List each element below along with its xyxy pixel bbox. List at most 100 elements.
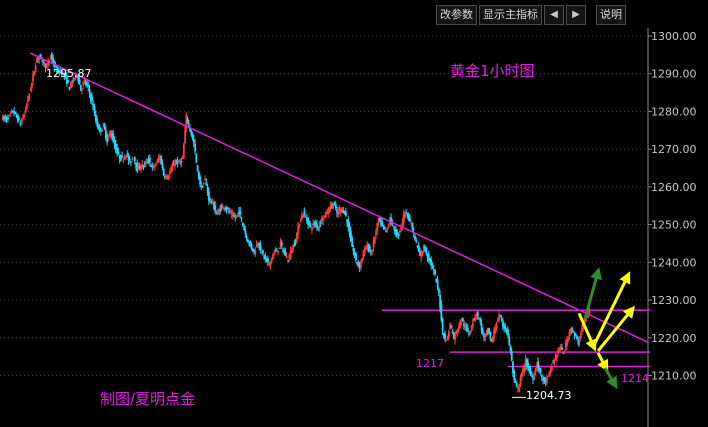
candle-body: [164, 176, 166, 178]
candle-body: [558, 348, 561, 350]
arrow-left-icon[interactable]: ◀: [544, 5, 564, 25]
help-button[interactable]: 说明: [596, 5, 626, 25]
candle-body: [557, 349, 560, 353]
candle-body: [8, 115, 11, 117]
candle-body: [475, 314, 478, 318]
candle-body: [195, 153, 198, 163]
candle-body: [7, 117, 9, 120]
candle-body: [233, 215, 235, 217]
arrow-right-icon[interactable]: ▶: [566, 5, 586, 25]
candle-body: [63, 73, 66, 77]
candle-body: [29, 89, 32, 91]
candle-body: [275, 249, 278, 252]
candle-body: [226, 207, 229, 209]
candle-body: [451, 331, 454, 334]
candle-body: [562, 352, 565, 354]
candle-body: [512, 361, 514, 374]
candle-body: [72, 79, 75, 81]
projection-arrows: [577, 267, 636, 390]
candle-body: [296, 233, 298, 242]
candle-body: [525, 359, 528, 367]
candle-body: [318, 224, 321, 229]
candle-body: [500, 318, 503, 320]
candle-body: [204, 178, 207, 181]
candle-body: [380, 220, 382, 226]
candle-body: [449, 323, 452, 329]
candle-body: [125, 155, 127, 158]
candle-body: [181, 158, 184, 160]
candle-body: [322, 218, 325, 221]
candle-body: [117, 151, 120, 155]
candle-body: [92, 103, 95, 110]
candle-body: [174, 162, 176, 167]
candle-body: [473, 318, 475, 320]
candle-body: [71, 81, 73, 87]
candle-body: [577, 340, 580, 345]
candle-body: [559, 346, 562, 350]
candle-body: [445, 340, 448, 342]
candle-body: [230, 212, 233, 215]
show-main-indicator-button[interactable]: 显示主指标: [479, 5, 542, 25]
candle-body: [67, 80, 70, 83]
candle-body: [303, 210, 306, 214]
candle-body: [401, 222, 404, 226]
candle-body: [179, 161, 181, 163]
candle-body: [493, 330, 496, 338]
y-tick-label: 1290.00: [651, 68, 697, 81]
candle-body: [166, 175, 169, 179]
candle-body: [209, 198, 212, 200]
candle-body: [463, 323, 465, 327]
candle-body: [460, 320, 463, 324]
candle-body: [439, 294, 442, 308]
candle-body: [564, 342, 567, 348]
candle-body: [529, 370, 532, 374]
downtrend-line: [29, 52, 649, 343]
candle-body: [190, 130, 193, 136]
candle-body: [316, 224, 318, 228]
y-axis: 1300.00 1290.00 1280.00 1270.00 1260.00 1250.…: [647, 28, 697, 427]
candle-body: [514, 380, 517, 383]
candle-body: [489, 331, 492, 340]
candle-body: [88, 89, 91, 94]
candle-body: [527, 362, 529, 369]
candle-body: [323, 214, 326, 217]
candle-body: [200, 185, 203, 187]
candle-body: [14, 111, 17, 114]
candle-body: [420, 251, 423, 258]
candle-body: [106, 134, 109, 143]
candle-body: [327, 208, 330, 214]
candle-body: [301, 215, 303, 220]
candle-body: [133, 157, 136, 162]
edit-params-button[interactable]: 改参数: [436, 5, 477, 25]
gridlines: [0, 35, 648, 376]
candle-body: [228, 210, 230, 213]
candle-body: [299, 220, 302, 222]
candle-body: [269, 261, 272, 268]
candle-body: [32, 74, 34, 82]
candle-body: [73, 77, 76, 80]
candle-body: [535, 364, 538, 369]
candle-body: [34, 65, 37, 73]
yellow-arrow: [596, 352, 609, 373]
candle-body: [260, 250, 263, 252]
candle-body: [128, 158, 131, 161]
candle-body: [210, 202, 213, 204]
candle-body: [248, 241, 251, 243]
candle-body: [546, 377, 548, 384]
candle-body: [245, 235, 248, 239]
candle-body: [432, 269, 435, 272]
candle-body: [205, 181, 208, 186]
candle-body: [28, 93, 31, 101]
candle-body: [294, 242, 297, 244]
candle-body: [547, 375, 550, 377]
candle-body: [513, 370, 516, 381]
candle-body: [177, 160, 180, 163]
candle-body: [225, 208, 228, 211]
candle-body: [572, 331, 575, 333]
candle-body: [69, 82, 72, 88]
candle-body: [490, 339, 493, 342]
candle-body: [308, 220, 311, 225]
candle-body: [289, 250, 292, 259]
candle-body: [569, 328, 572, 334]
candle-body: [342, 209, 345, 214]
